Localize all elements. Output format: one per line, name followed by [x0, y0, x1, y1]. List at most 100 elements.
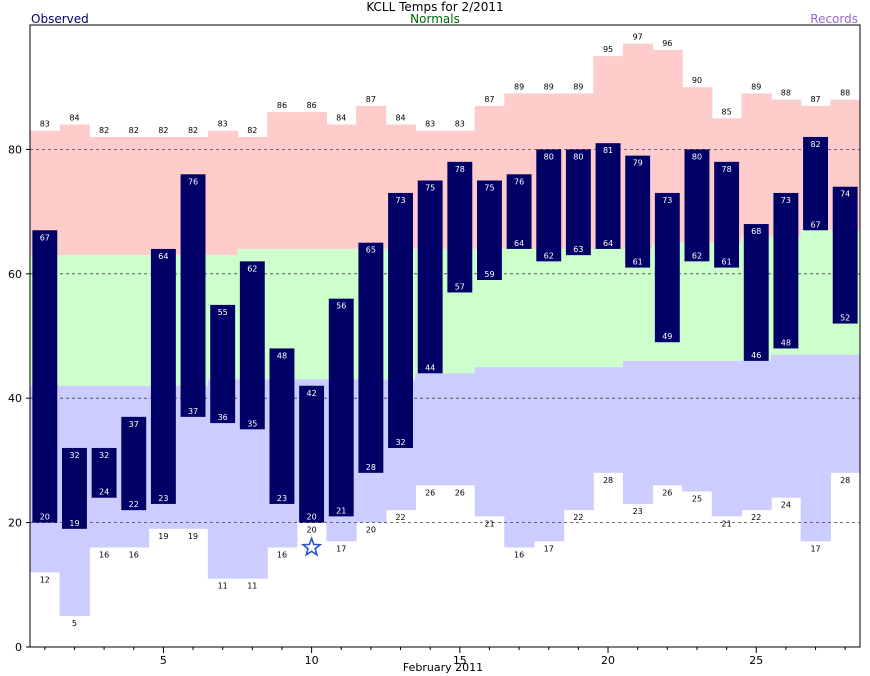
observed-low-label-day-22: 49 [662, 332, 672, 341]
x-tick-label-10: 10 [305, 654, 319, 667]
record-low-label-day-9: 16 [277, 550, 287, 559]
record-high-range-day-3 [89, 136, 120, 256]
observed-bar-day-14 [417, 180, 443, 374]
record-low-label-day-1: 12 [40, 575, 50, 584]
observed-low-label-day-24: 61 [722, 258, 732, 267]
observed-high-label-day-15: 78 [455, 165, 465, 174]
record-low-range-day-27 [800, 354, 831, 542]
record-low-label-day-12: 20 [366, 526, 376, 535]
y-tick-label-60: 60 [8, 268, 22, 281]
observed-bars-layer [32, 136, 858, 529]
observed-bar-day-7 [210, 304, 236, 424]
observed-low-label-day-28: 52 [840, 314, 850, 323]
axes-layer: 0 20 40 60 80 5 10 15 20 25 [8, 24, 861, 667]
record-high-label-day-27: 87 [810, 95, 820, 104]
record-low-range-day-21 [622, 360, 654, 504]
y-tick-label-40: 40 [8, 392, 22, 405]
observed-low-label-day-27: 67 [810, 220, 820, 229]
legend-observed: Observed [31, 12, 89, 26]
record-high-label-day-24: 85 [722, 107, 732, 116]
observed-high-label-day-26: 73 [781, 196, 791, 205]
x-tick-label-5: 5 [160, 654, 167, 667]
record-low-label-day-23: 25 [692, 495, 702, 504]
record-low-range-day-24 [711, 360, 743, 517]
observed-bar-day-17 [506, 174, 532, 249]
observed-low-label-day-3: 24 [99, 488, 109, 497]
record-high-label-day-23: 90 [692, 76, 702, 85]
record-high-label-day-10: 86 [307, 101, 317, 110]
record-high-label-day-21: 97 [633, 33, 643, 42]
x-tick-label-20: 20 [601, 654, 615, 667]
y-tick-label-0: 0 [15, 641, 22, 654]
record-high-label-day-18: 89 [544, 82, 554, 91]
observed-bar-day-28 [832, 186, 858, 324]
record-high-label-day-22: 96 [662, 39, 672, 48]
observed-bar-day-6 [180, 174, 206, 417]
observed-bar-day-16 [477, 180, 502, 281]
normal-range-day-3 [89, 255, 120, 386]
record-high-range-day-12 [356, 105, 387, 249]
record-high-label-day-14: 83 [425, 120, 435, 129]
observed-low-label-day-11: 21 [336, 506, 346, 515]
observed-low-label-day-12: 28 [366, 463, 376, 472]
record-low-label-day-22: 26 [662, 488, 672, 497]
record-low-label-day-5: 19 [158, 532, 168, 541]
record-low-range-day-25 [741, 360, 772, 511]
observed-high-label-day-24: 78 [722, 165, 732, 174]
record-low-label-day-26: 24 [781, 501, 791, 510]
record-low-label-day-8: 11 [247, 582, 257, 591]
observed-high-label-day-6: 76 [188, 177, 198, 186]
plot-frame [29, 24, 861, 648]
observed-bar-day-21 [625, 155, 651, 268]
record-high-range-day-2 [59, 124, 90, 256]
record-low-label-day-3: 16 [99, 550, 109, 559]
observed-bar-day-20 [595, 143, 621, 249]
record-low-label-day-24: 21 [722, 519, 732, 528]
record-high-label-day-1: 83 [40, 120, 50, 129]
observed-bar-day-2 [62, 447, 87, 529]
record-low-label-day-25: 22 [751, 513, 761, 522]
record-high-label-day-11: 84 [336, 114, 346, 123]
value-labels-layer: 83 67 20 12 84 32 19 5 82 32 24 16 82 37 22 16 82 64 23 19 8… [40, 33, 851, 628]
observed-bar-day-22 [654, 192, 680, 343]
observed-bar-day-23 [684, 149, 710, 262]
normal-range-day-19 [563, 248, 594, 368]
record-high-label-day-20: 95 [603, 45, 613, 54]
observed-high-label-day-9: 48 [277, 351, 287, 360]
normal-range-day-18 [533, 248, 565, 368]
normal-range-day-2 [59, 255, 90, 386]
observed-high-label-day-21: 79 [633, 159, 643, 168]
observed-low-label-day-17: 64 [514, 239, 524, 248]
record-high-label-day-16: 87 [484, 95, 494, 104]
observed-high-label-day-1: 67 [40, 233, 50, 242]
normal-range-day-4 [118, 255, 150, 386]
observed-low-label-day-1: 20 [40, 513, 50, 522]
record-high-label-day-19: 89 [573, 82, 583, 91]
observed-low-label-day-19: 63 [573, 245, 583, 254]
observed-low-label-day-16: 59 [484, 270, 494, 279]
normal-range-day-10 [296, 248, 328, 380]
normal-range-day-20 [593, 248, 624, 368]
observed-high-label-day-25: 68 [751, 227, 761, 236]
observed-low-label-day-10: 20 [307, 513, 317, 522]
observed-bar-day-18 [536, 149, 562, 262]
record-high-label-day-4: 82 [129, 126, 139, 135]
observed-low-label-day-20: 64 [603, 239, 613, 248]
record-low-label-day-28: 28 [840, 476, 850, 485]
star-marker-0 [300, 536, 323, 557]
observed-high-label-day-5: 64 [158, 252, 168, 261]
record-low-label-day-14: 26 [425, 488, 435, 497]
x-tick-label-15: 15 [453, 654, 467, 667]
observed-bar-day-11 [328, 298, 354, 517]
record-high-range-day-4 [118, 136, 150, 256]
observed-bar-day-10 [299, 385, 325, 523]
record-high-label-day-3: 82 [99, 126, 109, 135]
observed-high-label-day-16: 75 [484, 184, 494, 193]
record-low-label-day-2: 5 [72, 619, 77, 628]
record-low-label-day-13: 22 [395, 513, 405, 522]
observed-low-label-day-8: 35 [247, 419, 257, 428]
record-high-label-day-26: 88 [781, 89, 791, 98]
legend-records: Records [810, 12, 858, 26]
record-low-label-day-7: 11 [218, 582, 228, 591]
